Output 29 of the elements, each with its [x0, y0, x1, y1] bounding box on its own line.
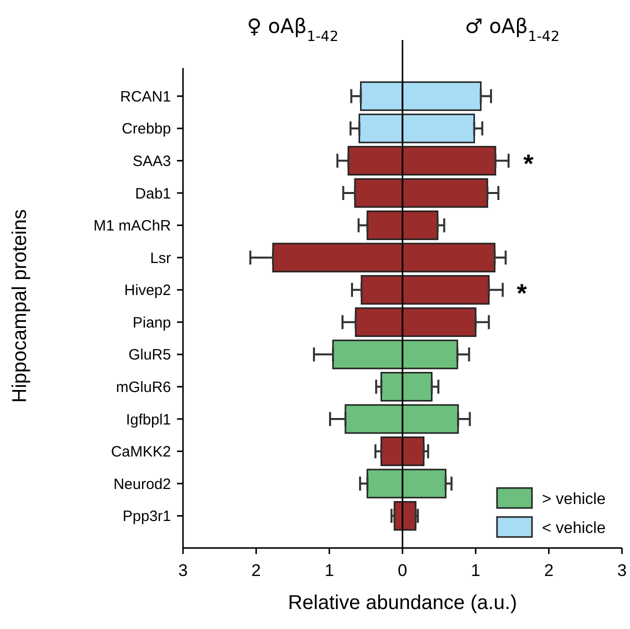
annotation: *: [523, 148, 534, 179]
y-tick-label: Ppp3r1: [122, 508, 171, 526]
series-label: ♂ oAβ$_{1-42}$: [464, 14, 560, 45]
y-tick-label: M1 mAChR: [93, 218, 172, 235]
x-tick-label: 0: [398, 561, 408, 580]
legend-label: > vehicle: [542, 491, 606, 508]
x-tick-label: 3: [617, 561, 627, 580]
y-tick-label: Pianp: [132, 314, 171, 332]
text: ♀ oAβ$_{1-42}$: [247, 14, 338, 45]
x-tick-label: 1: [470, 561, 480, 580]
annotation: *: [516, 278, 528, 308]
y-tick-label: RCAN1: [120, 88, 171, 106]
y-tick-label: Neurod2: [113, 476, 171, 493]
y-tick-label: mGluR6: [116, 378, 171, 396]
x-tick-label: 2: [251, 561, 261, 580]
y-tick-label: Igfbpl1: [126, 411, 171, 428]
y-tick-label: GluR5: [128, 346, 171, 364]
x-tick-label: 3: [178, 561, 188, 580]
x-tick-label: 2: [544, 561, 554, 580]
y-tick-label: Lsr: [150, 250, 171, 267]
x-tick-label: 1: [324, 561, 334, 580]
y-tick-label: CaMKK2: [110, 444, 171, 461]
y-axis-title: Hippocampal proteins: [9, 209, 31, 403]
y-tick-label: SAA3: [132, 152, 171, 170]
y-tick-label: Dab1: [135, 185, 171, 202]
y-tick-label: Crebbp: [122, 120, 171, 138]
y-tick-label: Hivep2: [124, 282, 171, 300]
legend-label: < vehicle: [542, 520, 606, 537]
x-axis-title: Relative abundance (a.u.): [288, 592, 518, 614]
